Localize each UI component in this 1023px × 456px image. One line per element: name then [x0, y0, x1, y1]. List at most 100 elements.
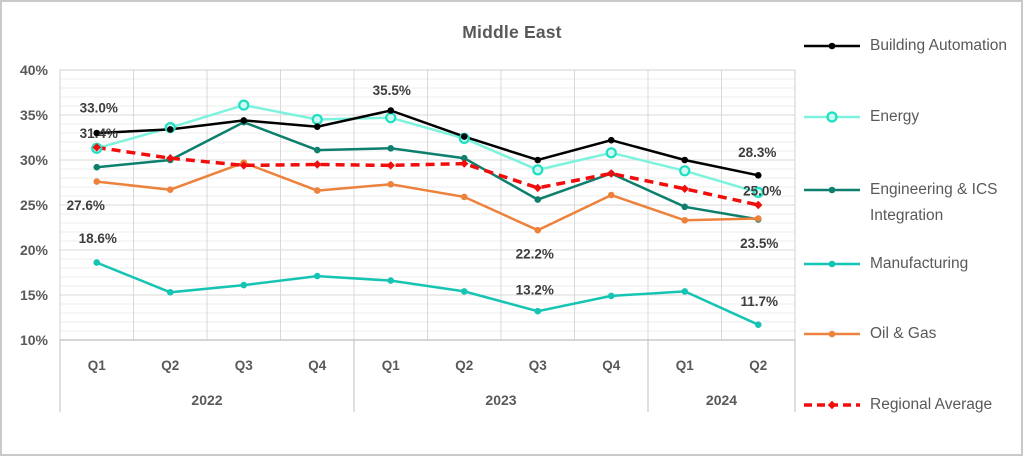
y-axis-tick-label: 10% — [20, 332, 49, 348]
marker-circle — [460, 133, 468, 140]
data-label: 22.2% — [516, 247, 554, 262]
marker-open-circle — [752, 186, 764, 198]
marker-circle — [681, 288, 689, 295]
marker-circle — [754, 172, 762, 179]
legend-item-regional-average: Regional Average — [802, 392, 992, 418]
series-line-0 — [96, 109, 759, 177]
marker-circle — [754, 321, 762, 329]
x-axis-quarter-label: Q1 — [88, 358, 107, 373]
marker-circle — [387, 277, 395, 284]
y-axis-tick-label: 15% — [20, 287, 49, 303]
data-label: 28.3% — [738, 145, 776, 160]
y-axis-tick-label: 20% — [20, 242, 49, 258]
y-axis-tick-label: 30% — [20, 152, 49, 168]
marker-circle — [534, 156, 542, 164]
data-label: 27.6% — [67, 198, 105, 213]
marker-circle — [313, 272, 321, 280]
legend-marker — [828, 260, 836, 268]
marker-circle — [681, 217, 689, 224]
marker-circle — [681, 156, 689, 164]
legend-swatch-engineering-ics-integration — [804, 186, 860, 194]
series-line-2 — [96, 120, 759, 221]
legend-marker — [828, 186, 836, 194]
chart-legend: Building Automation Energy Engineering & I… — [802, 2, 1020, 454]
marker-open-circle — [679, 165, 691, 177]
legend-swatch-energy — [804, 111, 860, 123]
marker-circle — [460, 154, 468, 162]
marker-diamond — [607, 169, 616, 178]
data-label: 31.4% — [80, 126, 118, 141]
legend-item-building-automation: Building Automation — [802, 33, 1007, 59]
y-axis-tick-label: 25% — [20, 197, 49, 213]
marker-circle — [607, 191, 615, 199]
x-axis-quarter-label: Q4 — [308, 358, 327, 373]
marker-diamond — [92, 143, 101, 152]
marker-circle — [534, 226, 542, 234]
marker-circle — [313, 187, 321, 194]
series-lines — [96, 103, 759, 326]
series-markers — [91, 99, 764, 329]
marker-diamond — [166, 154, 175, 163]
marker-circle — [534, 307, 542, 315]
marker-diamond — [386, 161, 395, 170]
marker-diamond — [754, 200, 763, 210]
x-axis-quarter-label: Q2 — [161, 358, 179, 373]
legend-item-oil-gas: Oil & Gas — [802, 321, 936, 347]
data-label: 25.0% — [743, 184, 781, 199]
marker-circle — [240, 117, 248, 124]
marker-circle — [607, 136, 615, 144]
data-label: 18.6% — [79, 231, 117, 246]
chart-title: Middle East — [462, 22, 562, 42]
data-labels: 33.0% 31.4% 27.6% 18.6% 35.5% 22.2% 13.2% 28.3%… — [67, 83, 782, 309]
series-line-4 — [96, 161, 759, 232]
marker-circle — [460, 193, 468, 201]
marker-circle — [93, 259, 101, 266]
x-axis-quarter-label: Q2 — [749, 358, 767, 373]
x-axis-quarter-label: Q3 — [235, 358, 254, 373]
legend-label-building-automation: Building Automation — [870, 37, 1008, 54]
marker-circle — [387, 107, 395, 114]
marker-circle — [607, 292, 615, 300]
series-line-3 — [96, 261, 759, 326]
marker-circle — [387, 145, 395, 152]
x-axis-quarter-label: Q1 — [382, 358, 401, 373]
marker-open-circle — [605, 147, 617, 159]
marker-circle — [460, 288, 468, 295]
x-axis-quarter-label: Q1 — [676, 358, 695, 373]
marker-circle — [681, 203, 689, 211]
legend-swatch-oil-gas — [804, 330, 860, 338]
y-axis-tick-label: 40% — [20, 62, 49, 78]
marker-circle — [534, 196, 542, 203]
marker-circle — [240, 281, 248, 289]
marker-circle — [387, 181, 395, 188]
legend-label-manufacturing: Manufacturing — [870, 255, 969, 272]
x-axis-quarter-label: Q3 — [529, 358, 548, 373]
marker-circle — [93, 178, 101, 185]
marker-diamond — [680, 184, 689, 193]
marker-circle — [313, 146, 321, 154]
legend-swatch-building-automation — [804, 42, 860, 50]
x-axis-year-label: 2022 — [191, 392, 222, 408]
legend-item-engineering-ics-integration: Engineering & ICS Integration — [802, 177, 1020, 229]
marker-diamond — [460, 159, 469, 168]
marker-open-circle — [311, 113, 323, 126]
marker-diamond — [313, 160, 322, 169]
legend-marker — [826, 111, 838, 123]
data-label: 23.5% — [740, 236, 778, 251]
data-label: 33.0% — [80, 101, 118, 116]
data-label: 13.2% — [516, 283, 554, 298]
legend-marker — [828, 42, 836, 50]
x-axis-quarter-label: Q4 — [602, 358, 621, 373]
legend-item-energy: Energy — [802, 104, 919, 130]
marker-diamond — [533, 183, 542, 193]
data-label: 35.5% — [373, 83, 411, 98]
marker-circle — [93, 129, 101, 137]
marker-circle — [313, 123, 321, 130]
y-axis-tick-label: 35% — [20, 107, 49, 123]
legend-label-engineering-ics-integration: Engineering & ICS Integration — [870, 181, 998, 224]
marker-circle — [166, 289, 174, 296]
legend-swatch-manufacturing — [804, 260, 860, 268]
legend-label-energy: Energy — [870, 108, 920, 125]
marker-circle — [166, 186, 174, 193]
